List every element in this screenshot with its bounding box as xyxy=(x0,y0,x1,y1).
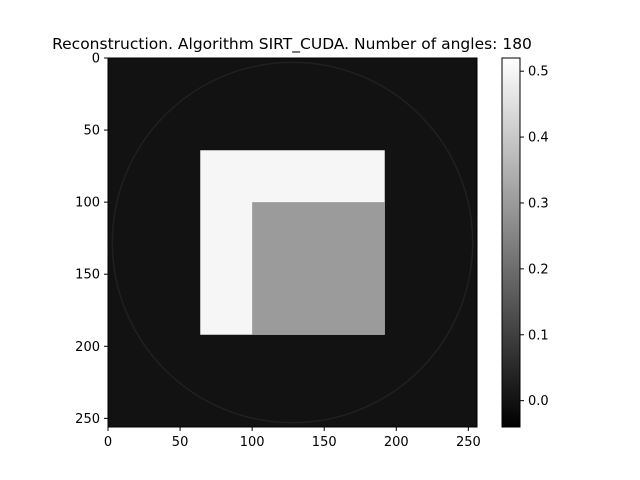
y-tick-label: 100 xyxy=(75,196,100,211)
reconstruction-circle xyxy=(111,61,474,424)
colorbar-tick-label: 0.1 xyxy=(528,328,549,343)
colorbar-tick-label: 0.5 xyxy=(528,65,549,80)
x-tick-label: 200 xyxy=(384,435,409,450)
y-tick-label: 50 xyxy=(83,124,100,139)
y-axis: 0 50 100 150 200 250 xyxy=(75,52,108,427)
colorbar-tick-label: 0.3 xyxy=(528,196,549,211)
chart-title: Reconstruction. Algorithm SIRT_CUDA. Num… xyxy=(52,35,532,54)
region-2 xyxy=(252,202,385,335)
x-tick-label: 50 xyxy=(172,435,189,450)
reconstruction-image xyxy=(107,57,478,428)
axes-frame xyxy=(107,57,478,428)
y-tick-label: 200 xyxy=(75,340,100,355)
x-tick-label: 250 xyxy=(456,435,481,450)
x-tick-label: 0 xyxy=(104,435,112,450)
colorbar: 0.0 0.1 0.2 0.3 0.4 0.5 xyxy=(501,57,549,428)
colorbar-tick-label: 0.4 xyxy=(528,131,549,146)
colorbar-tick-label: 0.2 xyxy=(528,262,549,277)
y-tick-label: 250 xyxy=(75,412,100,427)
y-tick-label: 150 xyxy=(75,268,100,283)
y-tick-label: 0 xyxy=(92,52,100,67)
colorbar-tick-label: 0.0 xyxy=(528,394,549,409)
x-tick-label: 150 xyxy=(312,435,337,450)
x-tick-label: 100 xyxy=(240,435,265,450)
colorbar-gradient xyxy=(501,57,521,428)
x-axis: 0 50 100 150 200 250 xyxy=(104,427,481,450)
